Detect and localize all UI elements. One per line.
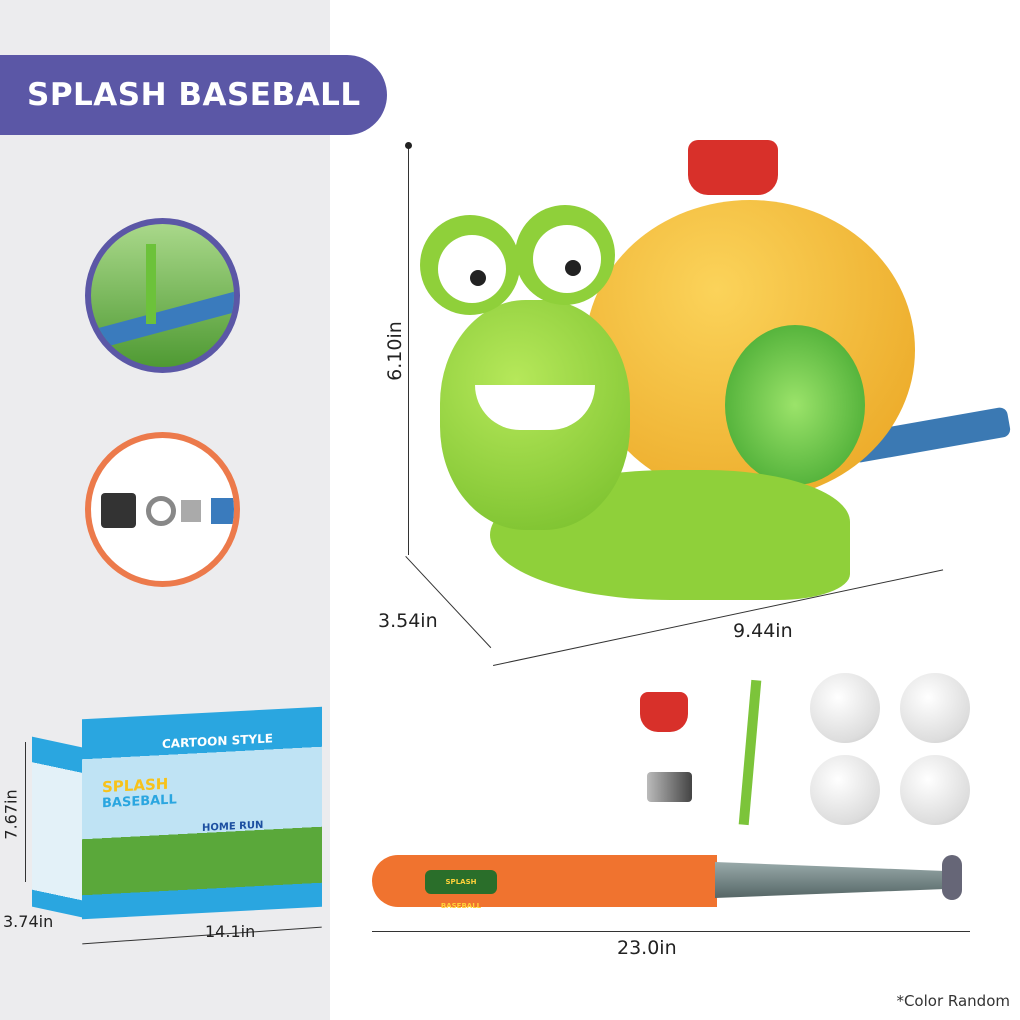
box-brand-text-2: BASEBALL [102,792,177,812]
bat-logo: SPLASH BASEBALL [425,870,497,910]
box-width-label: 14.1in [205,922,256,941]
snail-height-label: 6.10in [383,321,406,381]
box-side-image [32,736,82,918]
ball-image [900,673,970,743]
title-banner: SPLASH BASEBALL [0,55,387,135]
snail-depth-label: 3.54in [378,610,438,632]
connector-detail-image [85,432,240,587]
box-top-text: CARTOON STYLE [162,731,273,752]
ball-image [900,755,970,825]
stake-detail-image [85,218,240,373]
ball-image [810,755,880,825]
bat-length-label: 23.0in [617,937,677,959]
hose-adapter-image [647,772,692,802]
nozzle-cap-image [640,692,688,732]
box-height-label: 7.67in [1,789,21,840]
color-random-note: *Color Random [896,992,1010,1010]
ball-image [810,673,880,743]
product-box-image: CARTOON STYLE SPLASH BASEBALL HOME RUN [82,706,322,920]
box-depth-label: 3.74in [3,912,54,931]
box-tag-text: HOME RUN [202,819,264,834]
ground-stake-image [738,679,762,826]
snail-width-label: 9.44in [733,620,793,642]
